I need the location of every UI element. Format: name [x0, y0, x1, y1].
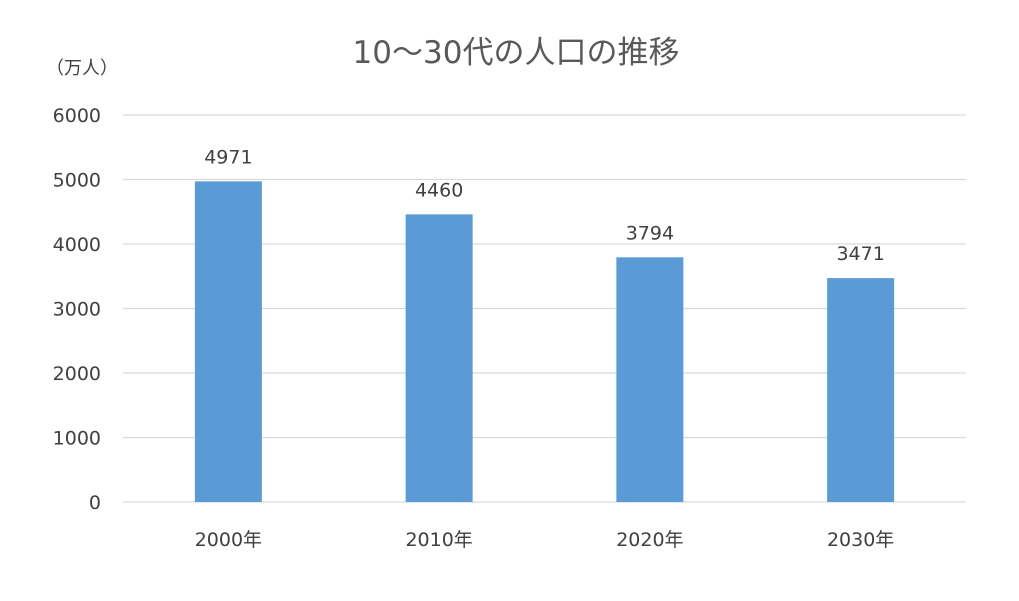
- y-axis-unit-label: （万人）: [46, 58, 118, 79]
- chart-title: 10～30代の人口の推移: [353, 35, 680, 71]
- y-tick-label: 6000: [53, 105, 101, 127]
- bar-2: [405, 214, 473, 502]
- x-tick-label: 2000年: [195, 529, 262, 551]
- x-tick-label: 2020年: [616, 529, 683, 551]
- y-axis-ticks: 0 1000 2000 3000 4000 5000 6000: [53, 105, 101, 514]
- data-labels: 4971 4460 3794 3471: [204, 146, 885, 265]
- x-axis-ticks: 2000年 2010年 2020年 2030年: [195, 529, 895, 551]
- x-tick-label: 2010年: [405, 529, 472, 551]
- y-tick-label: 2000: [53, 363, 101, 385]
- data-label: 3471: [836, 243, 884, 265]
- bar-4: [827, 278, 895, 502]
- x-tick-label: 2030年: [827, 529, 894, 551]
- bars: [194, 181, 895, 503]
- y-tick-label: 4000: [53, 234, 101, 256]
- gridlines: [123, 114, 966, 503]
- data-label: 3794: [626, 222, 674, 244]
- y-tick-label: 5000: [53, 170, 101, 192]
- y-tick-label: 3000: [53, 299, 101, 321]
- bar-3: [616, 257, 684, 502]
- data-label: 4971: [204, 146, 252, 168]
- y-tick-label: 0: [89, 492, 101, 514]
- bar-1: [194, 181, 262, 503]
- y-tick-label: 1000: [53, 428, 101, 450]
- data-label: 4460: [415, 179, 463, 201]
